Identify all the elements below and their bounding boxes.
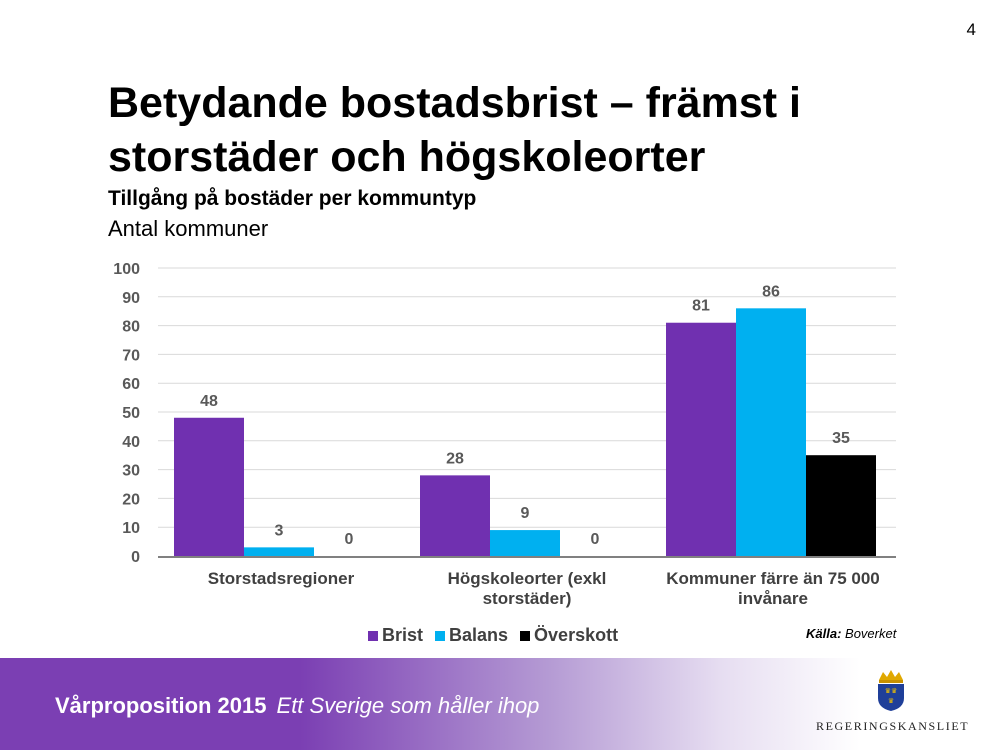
legend-swatch-brist: [368, 630, 378, 641]
y-tick-label: 20: [122, 491, 140, 508]
y-tick-label: 40: [122, 434, 140, 451]
legend-label-brist: Brist: [382, 625, 424, 645]
y-tick-label: 90: [122, 290, 140, 307]
y-tick-label: 30: [122, 463, 140, 480]
y-tick-label: 10: [122, 520, 140, 537]
x-category-label: Storstadsregioner: [208, 569, 355, 588]
footer-title: Vårproposition 2015: [55, 693, 267, 718]
data-label: 86: [762, 283, 780, 300]
slide-title: Betydande bostadsbrist – främst i storst…: [108, 79, 801, 181]
data-label: 35: [832, 430, 850, 447]
data-label: 9: [521, 505, 530, 522]
chart-legend: Brist Balans Överskott: [368, 625, 618, 646]
footer-text: Vårproposition 2015 Ett Sverige som hålle…: [55, 693, 539, 719]
x-category-label: Högskoleorter (exkl: [448, 569, 607, 588]
source-note: Källa: Boverket: [806, 626, 896, 641]
page-number: 4: [966, 20, 976, 39]
logo-text: REGERINGSKANSLIET: [816, 719, 970, 733]
chart-unit-label: Antal kommuner: [108, 216, 269, 241]
x-category-label: storstäder): [483, 589, 572, 608]
legend-item-overskott: Överskott: [520, 625, 618, 646]
data-label: 0: [345, 531, 354, 548]
source-label: Källa:: [806, 626, 842, 641]
data-label: 3: [275, 522, 284, 539]
bar-brist: [420, 475, 490, 556]
data-label: 48: [200, 393, 218, 410]
y-tick-label: 0: [131, 549, 140, 566]
bar-brist: [666, 322, 736, 556]
x-category-label: invånare: [738, 589, 808, 608]
x-category-label: Kommuner färre än 75 000: [666, 569, 880, 588]
legend-item-brist: Brist: [368, 625, 423, 646]
bar-balans: [244, 547, 314, 556]
bar-överskott: [806, 455, 876, 556]
y-tick-label: 50: [122, 405, 140, 422]
regeringskansliet-logo: ♛♛ ♛ REGERINGSKANSLIET: [816, 668, 970, 734]
y-tick-label: 70: [122, 347, 140, 364]
bar-chart: 01020304050607080901004830Storstadsregio…: [113, 261, 896, 608]
svg-text:♛♛: ♛♛: [885, 687, 898, 695]
chart-subtitle: Tillgång på bostäder per kommuntyp: [108, 187, 477, 210]
footer-banner: Vårproposition 2015 Ett Sverige som hålle…: [0, 658, 1000, 750]
data-label: 81: [692, 298, 710, 315]
legend-swatch-overskott: [520, 630, 531, 641]
data-label: 0: [591, 531, 600, 548]
footer-tagline: Ett Sverige som håller ihop: [276, 693, 540, 718]
legend-label-overskott: Överskott: [534, 625, 619, 645]
bar-balans: [736, 308, 806, 556]
bar-brist: [174, 417, 244, 556]
legend-label-balans: Balans: [449, 625, 509, 645]
y-tick-label: 60: [122, 376, 140, 393]
y-tick-label: 80: [122, 319, 140, 336]
legend-swatch-balans: [435, 630, 446, 641]
coat-of-arms-icon: ♛♛ ♛: [878, 670, 904, 711]
legend-item-balans: Balans: [435, 625, 508, 646]
data-label: 28: [446, 450, 464, 467]
source-value: Boverket: [845, 626, 897, 641]
bar-balans: [490, 530, 560, 556]
svg-text:♛: ♛: [888, 697, 894, 705]
y-tick-label: 100: [113, 261, 140, 278]
